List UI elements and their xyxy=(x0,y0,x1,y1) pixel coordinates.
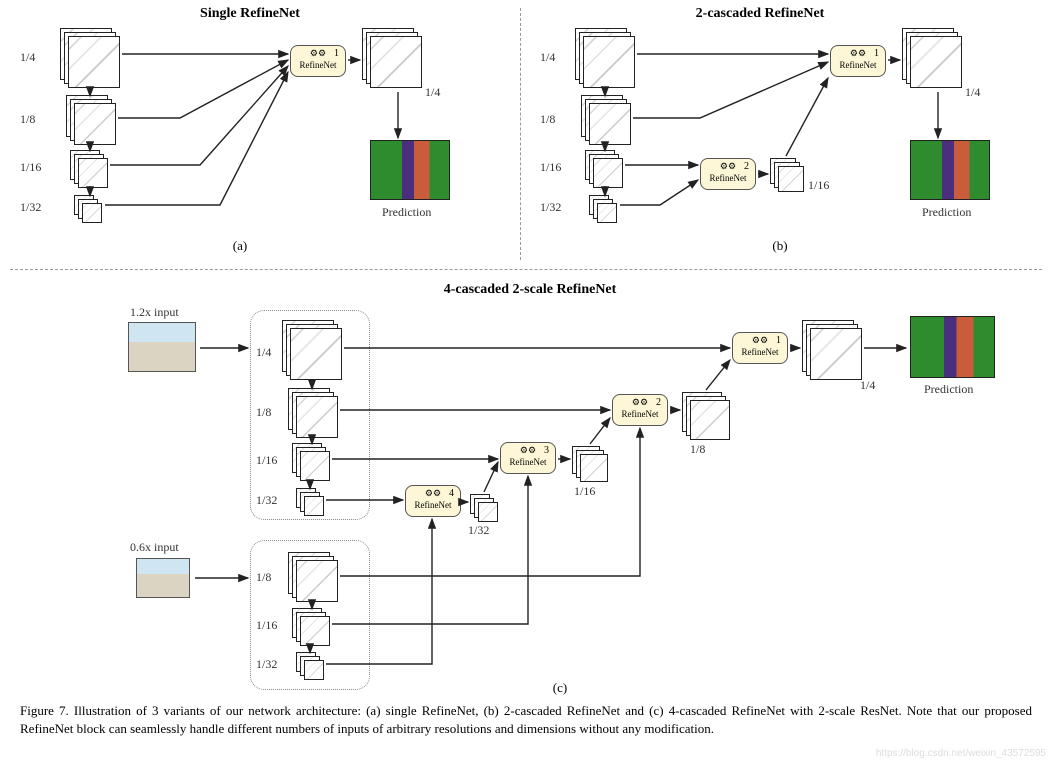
prediction-label: Prediction xyxy=(924,382,973,397)
scale-label: 1/8 xyxy=(256,405,271,420)
refinenet-block: ⚙︎⚙︎ 4 RefineNet xyxy=(405,485,461,517)
horizontal-divider xyxy=(10,269,1042,270)
scale-label: 1/4 xyxy=(965,85,980,100)
graph-icon: ⚙︎⚙︎ xyxy=(520,446,536,455)
block-label: RefineNet xyxy=(300,60,337,70)
prediction-image xyxy=(370,140,450,200)
block-label: RefineNet xyxy=(840,60,877,70)
prediction-label: Prediction xyxy=(382,205,431,220)
prediction-label: Prediction xyxy=(922,205,971,220)
prediction-image xyxy=(910,140,990,200)
scale-label: 1/32 xyxy=(256,493,277,508)
input-label: 0.6x input xyxy=(130,540,179,555)
panel-a-sub: (a) xyxy=(220,238,260,254)
refinenet-block: ⚙︎⚙︎ 1 RefineNet xyxy=(830,45,886,77)
scale-label: 1/4 xyxy=(860,378,875,393)
refinenet-block: ⚙︎⚙︎ 2 RefineNet xyxy=(612,394,668,426)
prediction-image xyxy=(910,316,995,378)
refinenet-block: ⚙︎⚙︎ 1 RefineNet xyxy=(290,45,346,77)
scale-label: 1/16 xyxy=(574,484,595,499)
graph-icon: ⚙︎⚙︎ xyxy=(632,398,648,407)
scale-label: 1/16 xyxy=(20,160,41,175)
watermark: https://blog.csdn.net/weixin_43572595 xyxy=(876,748,1046,759)
vertical-divider xyxy=(520,8,521,260)
refinenet-block: ⚙︎⚙︎ 1 RefineNet xyxy=(732,332,788,364)
block-label: RefineNet xyxy=(710,173,747,183)
block-label: RefineNet xyxy=(742,347,779,357)
figure-caption: Figure 7. Illustration of 3 variants of … xyxy=(20,702,1032,737)
panel-c-sub: (c) xyxy=(540,680,580,696)
block-label: RefineNet xyxy=(415,500,452,510)
input-label: 1.2x input xyxy=(130,305,179,320)
refinenet-block: ⚙︎⚙︎ 3 RefineNet xyxy=(500,442,556,474)
scale-label: 1/4 xyxy=(20,50,35,65)
scale-label: 1/16 xyxy=(256,618,277,633)
panel-b-title: 2-cascaded RefineNet xyxy=(650,6,870,22)
block-number: 1 xyxy=(334,48,339,59)
scale-label: 1/16 xyxy=(256,453,277,468)
graph-icon: ⚙︎⚙︎ xyxy=(720,162,736,171)
input-photo xyxy=(128,322,196,372)
graph-icon: ⚙︎⚙︎ xyxy=(310,49,326,58)
scale-label: 1/8 xyxy=(256,570,271,585)
scale-label: 1/32 xyxy=(468,523,489,538)
panel-a-title: Single RefineNet xyxy=(150,6,350,22)
graph-icon: ⚙︎⚙︎ xyxy=(752,336,768,345)
block-number: 1 xyxy=(776,335,781,346)
block-number: 3 xyxy=(544,445,549,456)
arrows-layer xyxy=(0,0,1052,761)
scale-label: 1/32 xyxy=(256,657,277,672)
scale-label: 1/16 xyxy=(808,178,829,193)
scale-label: 1/8 xyxy=(20,112,35,127)
block-number: 4 xyxy=(449,488,454,499)
input-photo xyxy=(136,558,190,598)
scale-label: 1/4 xyxy=(540,50,555,65)
scale-label: 1/4 xyxy=(256,345,271,360)
block-number: 1 xyxy=(874,48,879,59)
block-label: RefineNet xyxy=(510,457,547,467)
block-number: 2 xyxy=(744,161,749,172)
graph-icon: ⚙︎⚙︎ xyxy=(425,489,441,498)
scale-label: 1/8 xyxy=(690,442,705,457)
graph-icon: ⚙︎⚙︎ xyxy=(850,49,866,58)
block-number: 2 xyxy=(656,397,661,408)
panel-c-title: 4-cascaded 2-scale RefineNet xyxy=(380,282,680,298)
scale-label: 1/32 xyxy=(540,200,561,215)
scale-label: 1/8 xyxy=(540,112,555,127)
block-label: RefineNet xyxy=(622,409,659,419)
scale-label: 1/4 xyxy=(425,85,440,100)
scale-label: 1/16 xyxy=(540,160,561,175)
scale-label: 1/32 xyxy=(20,200,41,215)
panel-b-sub: (b) xyxy=(760,238,800,254)
refinenet-block: ⚙︎⚙︎ 2 RefineNet xyxy=(700,158,756,190)
